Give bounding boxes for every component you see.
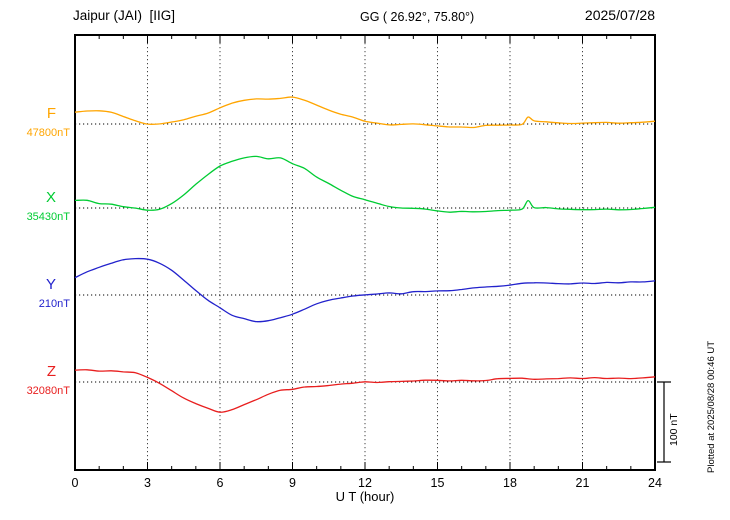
series-baseline-value-Y: 210nT (38, 297, 70, 310)
series-letter-F: F (46, 105, 56, 122)
plotted-at-label: Plotted at 2025/08/28 00:46 UT (706, 340, 717, 473)
series-letter-X: X (45, 188, 56, 206)
series-letter-Z: Z (46, 362, 56, 380)
x-axis-label: U T (hour) (335, 489, 395, 504)
station-title: Jaipur (JAI) [IIG] (73, 8, 176, 23)
trace-F (74, 96, 656, 129)
series-baseline-value-F: 47800nT (26, 127, 70, 139)
series-baseline-value-X: 35430nT (26, 210, 70, 223)
series-baseline-value-Z: 32080nT (26, 384, 70, 397)
x-tick-label: 18 (503, 476, 517, 490)
trace-X (74, 155, 656, 213)
date-label: 2025/07/28 (584, 7, 655, 23)
x-tick-label: 9 (289, 476, 296, 490)
x-tick-label: 0 (71, 476, 79, 490)
trace-Y (74, 257, 656, 323)
scale-bar-label: 100 nT (668, 413, 680, 446)
geo-coordinates-label: GG ( 26.92°, 75.80°) (360, 10, 475, 24)
x-tick-label: 6 (216, 476, 224, 490)
x-tick-label: 21 (575, 476, 590, 490)
plot-frame (74, 34, 656, 471)
x-tick-label: 3 (144, 476, 151, 490)
trace-Z (74, 369, 656, 413)
series-letter-Y: Y (45, 275, 56, 293)
x-tick-label: 24 (648, 476, 662, 490)
x-tick-label: 15 (430, 476, 445, 490)
x-tick-label: 12 (358, 476, 372, 490)
